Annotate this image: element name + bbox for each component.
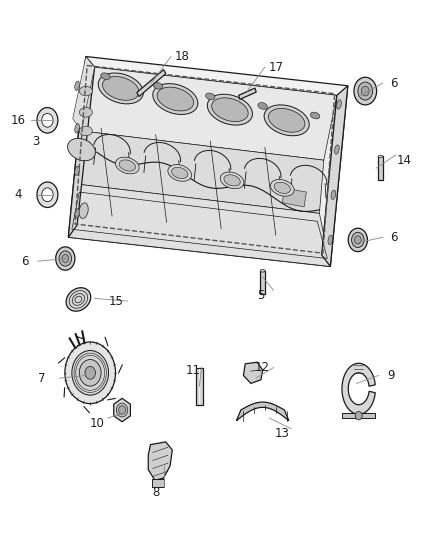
Text: 14: 14 xyxy=(397,154,412,167)
Text: 18: 18 xyxy=(174,50,189,63)
Ellipse shape xyxy=(331,190,336,199)
Ellipse shape xyxy=(102,77,139,100)
Ellipse shape xyxy=(335,145,339,154)
Circle shape xyxy=(37,182,58,207)
Polygon shape xyxy=(196,368,203,405)
Ellipse shape xyxy=(337,100,341,109)
Circle shape xyxy=(352,232,364,247)
Polygon shape xyxy=(81,67,337,160)
Ellipse shape xyxy=(260,269,265,272)
Polygon shape xyxy=(342,364,375,414)
Ellipse shape xyxy=(224,175,240,186)
Circle shape xyxy=(354,236,361,244)
Polygon shape xyxy=(77,131,324,213)
Ellipse shape xyxy=(79,108,92,117)
Ellipse shape xyxy=(264,105,309,136)
Polygon shape xyxy=(77,67,337,255)
Polygon shape xyxy=(114,398,131,422)
Ellipse shape xyxy=(212,98,248,122)
Text: 13: 13 xyxy=(275,427,290,440)
Text: 10: 10 xyxy=(89,417,104,430)
Text: 11: 11 xyxy=(185,364,200,377)
Circle shape xyxy=(117,403,128,417)
Ellipse shape xyxy=(153,83,162,89)
Circle shape xyxy=(354,77,377,105)
Polygon shape xyxy=(237,402,289,421)
Circle shape xyxy=(358,82,373,100)
Circle shape xyxy=(42,114,53,127)
Ellipse shape xyxy=(157,87,194,111)
Circle shape xyxy=(79,360,101,386)
Text: 3: 3 xyxy=(32,135,39,148)
Ellipse shape xyxy=(79,203,88,219)
Polygon shape xyxy=(137,70,166,96)
Ellipse shape xyxy=(271,180,294,196)
Circle shape xyxy=(119,406,126,414)
Circle shape xyxy=(56,247,75,270)
Circle shape xyxy=(355,411,362,420)
Text: 6: 6 xyxy=(390,77,397,90)
Ellipse shape xyxy=(101,73,110,79)
Text: 16: 16 xyxy=(11,114,26,127)
Polygon shape xyxy=(68,56,348,266)
Polygon shape xyxy=(239,88,256,99)
Polygon shape xyxy=(68,56,95,237)
Circle shape xyxy=(59,251,71,266)
Ellipse shape xyxy=(66,288,91,311)
Ellipse shape xyxy=(274,182,290,193)
Circle shape xyxy=(62,254,69,263)
Ellipse shape xyxy=(328,235,333,245)
Ellipse shape xyxy=(168,165,191,181)
Circle shape xyxy=(72,351,109,395)
Text: 9: 9 xyxy=(388,369,395,382)
Text: 8: 8 xyxy=(152,486,159,499)
Text: 4: 4 xyxy=(14,188,22,201)
Ellipse shape xyxy=(378,155,383,158)
Polygon shape xyxy=(283,188,306,207)
Circle shape xyxy=(348,228,367,252)
Ellipse shape xyxy=(116,157,139,174)
Text: 6: 6 xyxy=(390,231,397,244)
Ellipse shape xyxy=(153,84,198,115)
Text: 12: 12 xyxy=(255,361,270,374)
Ellipse shape xyxy=(79,126,92,136)
Ellipse shape xyxy=(67,139,95,161)
Ellipse shape xyxy=(220,172,244,189)
Circle shape xyxy=(361,86,369,96)
Polygon shape xyxy=(68,184,330,266)
Text: 5: 5 xyxy=(257,289,264,302)
Ellipse shape xyxy=(268,108,305,132)
Ellipse shape xyxy=(119,160,135,171)
Circle shape xyxy=(42,188,53,201)
Ellipse shape xyxy=(75,124,79,133)
Ellipse shape xyxy=(205,93,215,100)
Text: 6: 6 xyxy=(21,255,28,268)
Circle shape xyxy=(65,342,116,403)
Text: 15: 15 xyxy=(109,295,124,308)
Circle shape xyxy=(37,108,58,133)
Ellipse shape xyxy=(75,81,79,91)
Ellipse shape xyxy=(207,94,252,125)
Polygon shape xyxy=(244,362,263,383)
Polygon shape xyxy=(73,56,95,131)
Polygon shape xyxy=(152,479,163,487)
Circle shape xyxy=(85,367,95,379)
Polygon shape xyxy=(148,442,172,480)
Ellipse shape xyxy=(172,167,188,179)
Polygon shape xyxy=(342,413,375,418)
Polygon shape xyxy=(378,157,383,180)
Ellipse shape xyxy=(258,103,267,109)
Polygon shape xyxy=(261,271,265,294)
Ellipse shape xyxy=(79,86,92,96)
Ellipse shape xyxy=(75,208,79,218)
Text: 17: 17 xyxy=(268,61,283,74)
Polygon shape xyxy=(321,86,348,266)
Ellipse shape xyxy=(311,112,320,119)
Ellipse shape xyxy=(75,166,79,175)
Ellipse shape xyxy=(98,73,143,104)
Text: 7: 7 xyxy=(39,372,46,385)
